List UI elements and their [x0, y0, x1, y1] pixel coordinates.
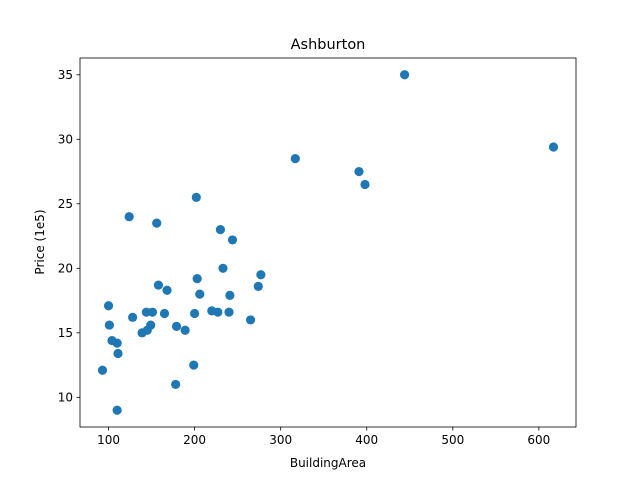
plot-frame: [79, 57, 577, 428]
data-point: [159, 308, 170, 319]
chart-title: Ashburton: [291, 37, 366, 53]
data-point: [245, 315, 256, 325]
x-tick-label: 100: [97, 433, 120, 447]
y-tick-label: 30: [58, 132, 73, 146]
data-point: [128, 312, 138, 322]
data-point: [253, 281, 263, 291]
data-point: [152, 218, 162, 228]
y-tick-label: 35: [58, 68, 73, 82]
data-point: [189, 360, 199, 370]
y-tick-label: 15: [58, 326, 73, 340]
data-point: [215, 224, 226, 235]
data-point: [180, 325, 190, 335]
y-tick-label: 25: [58, 197, 73, 211]
x-axis: 100 200 300 400 500 600: [97, 427, 550, 447]
x-tick-label: 400: [355, 433, 378, 447]
data-point: [124, 212, 134, 222]
data-point: [354, 166, 364, 177]
data-point: [162, 285, 172, 295]
data-point: [224, 307, 234, 317]
data-point: [218, 263, 228, 273]
y-axis-label: Price (1e5): [33, 209, 47, 274]
x-tick-label: 300: [269, 433, 292, 447]
data-point: [112, 405, 122, 415]
data-points: [97, 70, 559, 415]
data-point: [97, 365, 108, 375]
data-point: [171, 321, 182, 331]
data-point: [103, 301, 114, 311]
data-point: [399, 70, 410, 80]
data-point: [256, 270, 266, 280]
y-axis: 10 15 20 25 30 35: [58, 68, 80, 405]
data-point: [192, 274, 202, 284]
data-point: [189, 308, 200, 319]
data-point: [191, 192, 201, 202]
y-tick-label: 10: [58, 391, 73, 405]
data-point: [147, 307, 158, 317]
data-point: [153, 280, 164, 290]
y-tick-label: 20: [58, 262, 73, 276]
data-point: [146, 320, 156, 330]
x-tick-label: 600: [527, 433, 550, 447]
data-point: [548, 142, 559, 152]
data-point: [112, 338, 122, 348]
x-tick-label: 500: [441, 433, 464, 447]
data-point: [113, 348, 123, 359]
x-tick-label: 200: [183, 433, 206, 447]
data-point: [225, 290, 235, 300]
data-point: [227, 235, 238, 245]
data-point: [360, 179, 370, 190]
data-point: [213, 307, 223, 317]
data-point: [171, 379, 181, 390]
x-axis-label: BuildingArea: [290, 456, 366, 470]
data-point: [195, 289, 205, 299]
data-point: [290, 154, 300, 164]
data-point: [104, 320, 114, 330]
